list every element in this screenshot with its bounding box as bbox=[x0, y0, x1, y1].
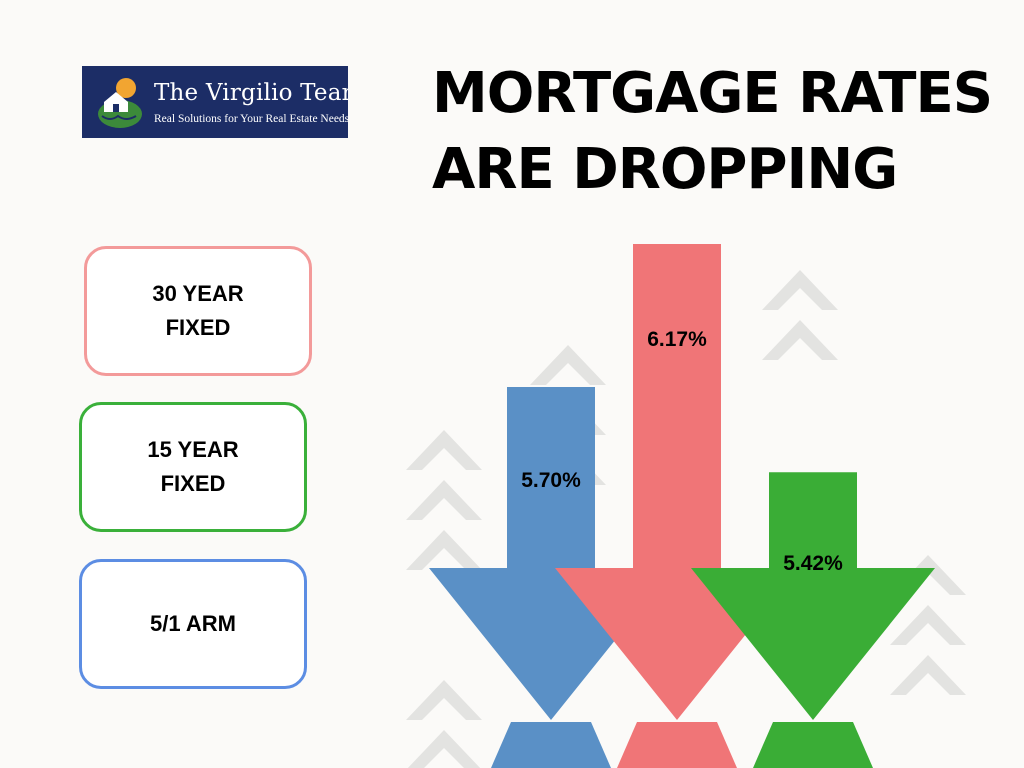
rate-label: 5.70% bbox=[521, 469, 581, 492]
chevron-decoration-icon bbox=[407, 730, 481, 768]
chevron-decoration-icon bbox=[406, 530, 482, 570]
rate-arrow bbox=[691, 472, 935, 720]
legend-label: 30 YEAR FIXED bbox=[152, 281, 244, 340]
chevron-decoration-icon bbox=[406, 430, 482, 470]
rate-label: 5.42% bbox=[783, 552, 843, 575]
page-title: MORTGAGE RATES ARE DROPPING bbox=[432, 61, 993, 202]
logo-name: The Virgilio Team bbox=[154, 80, 348, 106]
legend-item-30-year-fixed: 30 YEAR FIXED bbox=[84, 246, 312, 376]
chevron-decoration-icon bbox=[406, 680, 482, 720]
legend-label: 5/1 ARM bbox=[150, 611, 236, 636]
logo: The Virgilio Team Real Solutions for You… bbox=[82, 66, 348, 138]
arrow-tail bbox=[491, 722, 611, 768]
legend-item-5-1-arm: 5/1 ARM bbox=[79, 559, 307, 689]
arrow-tail bbox=[617, 722, 737, 768]
arrow-tail bbox=[753, 722, 873, 768]
legend-item-15-year-fixed: 15 YEAR FIXED bbox=[79, 402, 307, 532]
chevron-decoration-icon bbox=[890, 605, 966, 645]
chevron-decoration-icon bbox=[530, 345, 606, 385]
legend-label: 15 YEAR FIXED bbox=[147, 437, 239, 496]
chevron-decoration-icon bbox=[406, 480, 482, 520]
rate-label: 6.17% bbox=[647, 328, 707, 351]
house-logo-icon bbox=[98, 78, 142, 128]
chevron-decoration-icon bbox=[762, 320, 838, 360]
logo-tagline: Real Solutions for Your Real Estate Need… bbox=[154, 113, 348, 125]
chevron-decoration-icon bbox=[762, 270, 838, 310]
chevron-decoration-icon bbox=[890, 655, 966, 695]
